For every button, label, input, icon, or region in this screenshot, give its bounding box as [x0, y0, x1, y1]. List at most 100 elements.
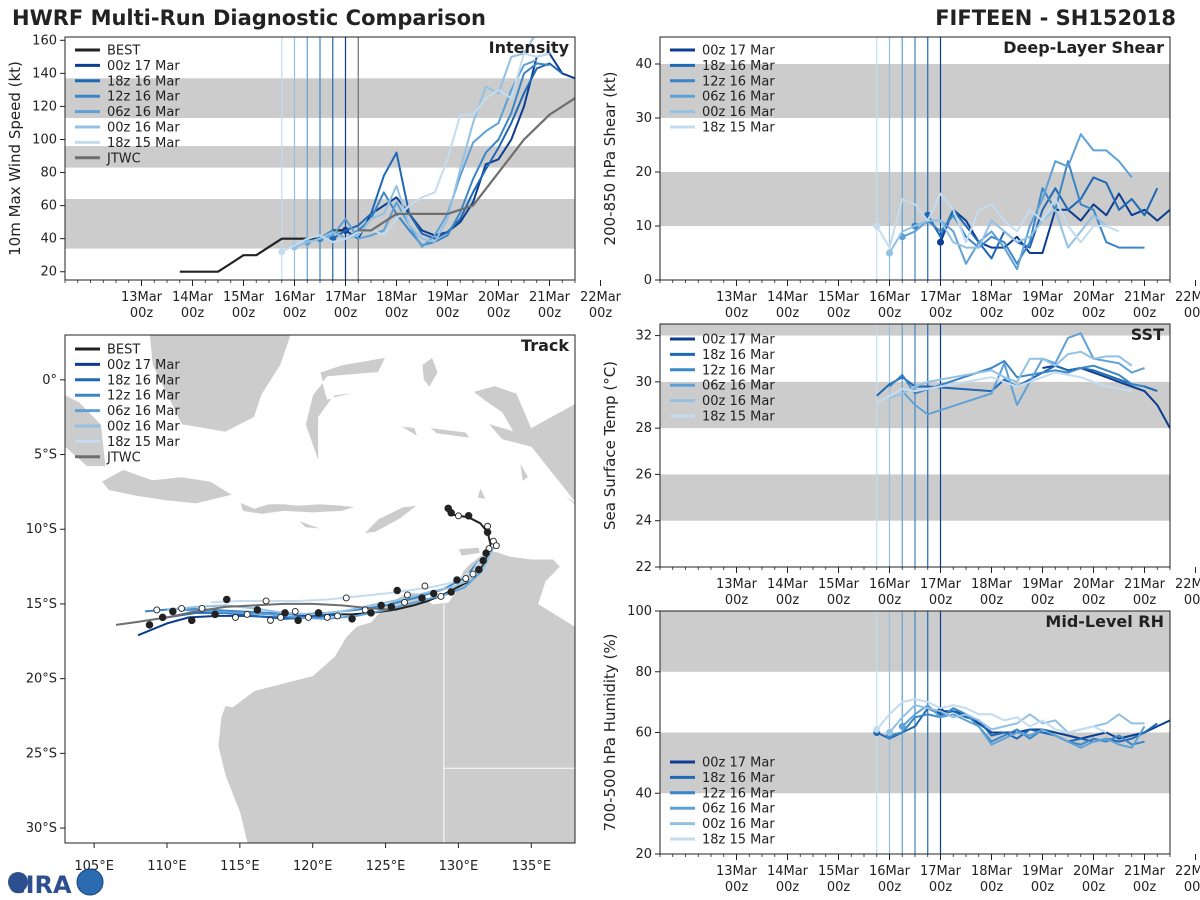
rh-series-06z-16-mar [901, 704, 1146, 749]
track-position-marker [403, 591, 411, 599]
shear-ytick-label-20: 20 [635, 165, 652, 180]
track-legend-label-18z-16-mar: 18z 16 Mar [107, 373, 180, 388]
intensity-legend-label-00z-17-mar: 00z 17 Mar [107, 59, 180, 74]
track-legend-label-00z-17-mar: 00z 17 Mar [107, 358, 180, 373]
track-position-marker [479, 556, 487, 565]
shear-xtick-date-2: 15Mar [818, 290, 860, 305]
shear-ytick-label-40: 40 [635, 57, 652, 72]
intensity-frame [64, 36, 576, 281]
sst-xtick-date-9: 22Mar [1175, 577, 1200, 592]
shear-xtick-date-7: 20Mar [1073, 290, 1115, 305]
rh-xtick-date-5: 18Mar [971, 864, 1013, 879]
intensity-xtick-hour-4: 00z [334, 306, 358, 321]
sst-xtick-hour-8: 00z [1133, 593, 1157, 608]
shear-xtick-hour-3: 00z [878, 306, 902, 321]
intensity-series-06z-16-mar [307, 59, 538, 248]
track-position-marker [267, 616, 274, 624]
sst-xtick-hour-4: 00z [929, 593, 953, 608]
shear-ytick-label-0: 0 [644, 273, 652, 288]
sst-panel: 22242628303213Mar00z14Mar00z15Mar00z16Ma… [601, 323, 1200, 608]
track-xtick-label-115: 115°E [220, 859, 260, 874]
shear-panel: 01020304013Mar00z14Mar00z15Mar00z16Mar00… [601, 36, 1200, 321]
track-position-marker [361, 606, 369, 614]
rh-xtick-date-7: 20Mar [1073, 864, 1115, 879]
track-position-marker [294, 616, 302, 625]
track-position-marker [492, 542, 500, 550]
intensity-ytick-label-80: 80 [40, 166, 57, 181]
rh-xtick-date-4: 17Mar [920, 864, 962, 879]
land-mass-14 [457, 546, 481, 557]
intensity-ylabel: 10m Max Wind Speed (kt) [6, 61, 24, 256]
track-xtick-label-130: 130°E [439, 859, 479, 874]
sst-legend-label-18z-16-mar: 18z 16 Mar [702, 348, 775, 363]
track-position-marker [469, 570, 477, 578]
track-panel: 105°E 110°E 115°E 120°E 125°E 130°E 135°E0°5°S… [26, 334, 576, 874]
sst-ytick-label-24: 24 [635, 514, 652, 529]
rh-xtick-date-3: 16Mar [869, 864, 911, 879]
land-mass-10 [427, 427, 471, 439]
track-position-marker [482, 549, 490, 557]
rh-series-18z-15-mar [876, 698, 1107, 734]
intensity-xtick-date-9: 22Mar [580, 290, 622, 305]
sst-frame [659, 323, 1171, 568]
shear-xtick-date-1: 14Mar [767, 290, 809, 305]
sst-series-06z-16-mar [901, 332, 1145, 416]
track-ytick-label-0: 0° [42, 373, 57, 388]
shear-xtick-hour-5: 00z [980, 306, 1004, 321]
rh-xtick-hour-8: 00z [1133, 880, 1157, 895]
sst-series-00z-16-mar [889, 350, 1133, 400]
track-position-marker [198, 604, 206, 612]
intensity-xtick-hour-3: 00z [283, 306, 307, 321]
intensity-ytick-label-60: 60 [40, 199, 57, 214]
sst-xtick-hour-1: 00z [776, 593, 800, 608]
intensity-plot-area [65, 37, 575, 280]
sst-title: SST [1131, 325, 1164, 344]
intensity-xtick-hour-1: 00z [181, 306, 205, 321]
rh-legend-label-12z-16-mar: 12z 16 Mar [702, 786, 775, 801]
intensity-ytick-label-40: 40 [40, 232, 57, 247]
sst-plot-area [660, 324, 1170, 567]
sst-ytick-label-32: 32 [635, 329, 652, 344]
track-position-marker [437, 593, 445, 600]
track-plot-area [65, 335, 575, 843]
intensity-xtick-date-8: 21Mar [529, 290, 571, 305]
shear-legend-label-00z-17-mar: 00z 17 Mar [702, 44, 775, 59]
shear-xtick-date-6: 19Mar [1022, 290, 1064, 305]
track-position-marker [153, 606, 161, 614]
intensity-ytick-label-100: 100 [32, 132, 57, 147]
cira-logo: CIRA [8, 868, 104, 899]
intensity-xtick-hour-5: 00z [385, 306, 409, 321]
intensity-xtick-date-6: 19Mar [427, 290, 469, 305]
track-title: Track [521, 336, 569, 355]
rh-legend-label-18z-15-mar: 18z 15 Mar [702, 833, 775, 848]
track-ytick-label-2: 10°S [26, 522, 57, 537]
land-mass-1 [100, 469, 234, 505]
shear-xtick-date-3: 16Mar [869, 290, 911, 305]
rh-series-00z-16-mar [888, 704, 1145, 734]
intensity-panel: 2040608010012014016013Mar00z14Mar00z15Ma… [6, 33, 622, 321]
track-position-marker [348, 615, 356, 623]
rh-xtick-date-8: 21Mar [1124, 864, 1166, 879]
shear-start-point-00z-16-mar [886, 249, 893, 257]
sst-series-18z-15-mar [876, 371, 1132, 404]
track-legend-label-jtwc: JTWC [106, 450, 141, 465]
rh-xtick-hour-0: 00z [725, 880, 749, 895]
track-position-marker [418, 594, 426, 602]
land-mass-8 [472, 385, 575, 506]
intensity-ytick-label-20: 20 [40, 265, 57, 280]
land-mass-4 [304, 356, 387, 463]
track-ytick-label-4: 20°S [26, 672, 57, 687]
shear-ylabel: 200-850 hPa Shear (kt) [601, 72, 619, 246]
intensity-xtick-hour-2: 00z [232, 306, 256, 321]
sst-ytick-label-28: 28 [635, 421, 652, 436]
intensity-title: Intensity [489, 38, 570, 57]
track-position-marker [211, 610, 219, 619]
sst-xtick-date-6: 19Mar [1022, 577, 1064, 592]
track-position-marker [253, 606, 262, 614]
rh-xtick-hour-4: 00z [929, 880, 953, 895]
